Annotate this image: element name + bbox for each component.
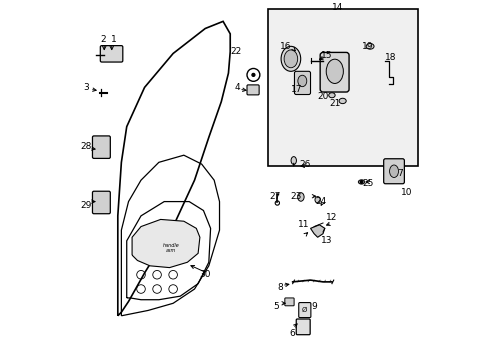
Text: 15: 15 bbox=[320, 51, 332, 60]
Text: 18: 18 bbox=[384, 53, 396, 62]
Circle shape bbox=[251, 73, 254, 76]
Text: 24: 24 bbox=[315, 197, 326, 206]
Text: 29: 29 bbox=[80, 201, 91, 210]
Text: 4: 4 bbox=[234, 83, 240, 92]
Text: 6: 6 bbox=[289, 329, 295, 338]
Text: 13: 13 bbox=[320, 237, 332, 246]
FancyBboxPatch shape bbox=[320, 53, 348, 92]
FancyBboxPatch shape bbox=[298, 303, 310, 318]
FancyBboxPatch shape bbox=[296, 319, 309, 335]
Text: 5: 5 bbox=[273, 302, 279, 311]
Ellipse shape bbox=[314, 197, 320, 203]
Text: Ø: Ø bbox=[302, 307, 307, 313]
Text: 30: 30 bbox=[199, 270, 210, 279]
Text: 21: 21 bbox=[329, 99, 341, 108]
Text: 17: 17 bbox=[290, 85, 302, 94]
Ellipse shape bbox=[284, 50, 297, 68]
Text: 25: 25 bbox=[361, 179, 372, 188]
Text: 20: 20 bbox=[317, 92, 328, 101]
FancyBboxPatch shape bbox=[284, 298, 293, 306]
Ellipse shape bbox=[366, 44, 373, 49]
FancyBboxPatch shape bbox=[92, 191, 110, 214]
Polygon shape bbox=[310, 225, 324, 237]
Text: 26: 26 bbox=[299, 159, 310, 168]
FancyBboxPatch shape bbox=[294, 71, 310, 95]
Ellipse shape bbox=[338, 98, 346, 104]
FancyBboxPatch shape bbox=[246, 85, 259, 95]
Text: 14: 14 bbox=[331, 3, 342, 12]
Text: 23: 23 bbox=[290, 192, 301, 201]
FancyBboxPatch shape bbox=[383, 159, 404, 184]
Bar bbox=[267, 9, 417, 166]
Ellipse shape bbox=[325, 59, 343, 84]
Ellipse shape bbox=[281, 46, 300, 71]
Ellipse shape bbox=[297, 75, 306, 87]
Ellipse shape bbox=[328, 93, 334, 98]
Text: 28: 28 bbox=[80, 142, 91, 151]
Text: 22: 22 bbox=[229, 47, 241, 56]
Text: 3: 3 bbox=[82, 83, 88, 92]
Text: 2: 2 bbox=[101, 35, 106, 44]
Text: 11: 11 bbox=[297, 220, 308, 229]
Text: 1: 1 bbox=[111, 35, 117, 44]
Text: 12: 12 bbox=[325, 213, 337, 222]
Circle shape bbox=[359, 180, 362, 183]
FancyBboxPatch shape bbox=[92, 136, 110, 158]
Ellipse shape bbox=[389, 165, 398, 177]
Text: 27: 27 bbox=[268, 192, 280, 201]
FancyBboxPatch shape bbox=[100, 46, 122, 62]
Text: 8: 8 bbox=[277, 283, 283, 292]
Ellipse shape bbox=[297, 193, 304, 201]
Text: 7: 7 bbox=[396, 168, 402, 177]
Ellipse shape bbox=[290, 157, 296, 165]
Text: 10: 10 bbox=[400, 188, 412, 197]
Text: handle
asm: handle asm bbox=[163, 243, 180, 253]
Text: 16: 16 bbox=[279, 42, 291, 51]
PathPatch shape bbox=[132, 220, 200, 267]
Text: 9: 9 bbox=[310, 302, 316, 311]
Text: 19: 19 bbox=[361, 42, 373, 51]
